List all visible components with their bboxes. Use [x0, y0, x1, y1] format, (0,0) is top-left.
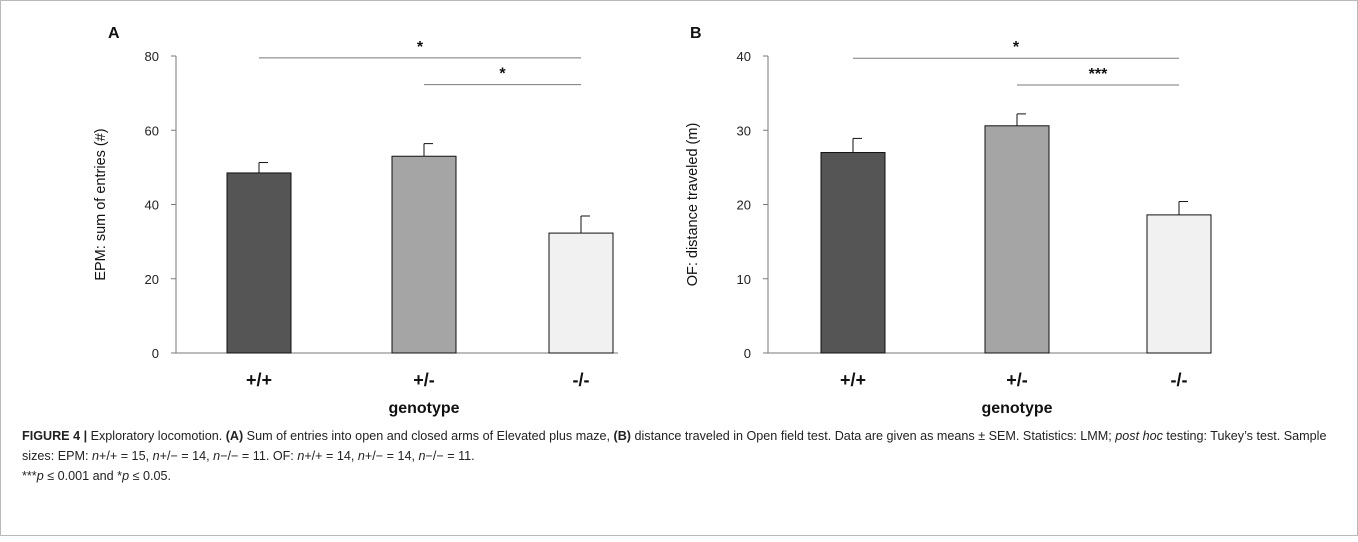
caption-title: Exploratory locomotion. [87, 429, 226, 443]
caption-sig-3: ≤ 0.05. [129, 469, 171, 483]
panel-b-x-label: genotype [981, 400, 1052, 417]
panel-a-y-tick-label: 60 [145, 123, 159, 138]
caption-posthoc-rest: testing: Tukey’s test. Sample sizes: EPM… [22, 429, 1327, 463]
caption-of-2: +/− = 14, [364, 449, 419, 463]
panel-b-y-tick-label: 30 [737, 123, 751, 138]
panel-b-significance-label: *** [1089, 66, 1108, 83]
caption-p-symbol: p [36, 469, 44, 483]
caption-panel-a-tag: (A) [225, 429, 244, 443]
panel-a-category-label: -/- [573, 370, 590, 390]
caption-label: FIGURE 4 | [22, 429, 88, 443]
caption-epm-2: +/− = 14, [159, 449, 214, 463]
panel-a-significance-label: * [499, 66, 506, 83]
caption-n-symbol: n [297, 449, 305, 463]
caption-n-symbol: n [91, 449, 99, 463]
caption-panel-b-text: distance traveled in Open field test. Da… [631, 429, 1116, 443]
caption-sig-1: *** [22, 469, 37, 483]
caption-n-symbol: n [213, 449, 221, 463]
caption-epm-1: +/+ = 15, [99, 449, 153, 463]
panel-b-bar [1146, 214, 1212, 354]
panel-b-bar [984, 125, 1050, 354]
caption-of-1: +/+ = 14, [304, 449, 358, 463]
panel-a-y-tick-label: 20 [145, 272, 159, 287]
panel-a-bar [226, 172, 292, 354]
panel-a-y-tick-label: 40 [145, 198, 159, 213]
caption-epm-3: −/− = 11. OF: [220, 449, 298, 463]
caption-panel-b-tag: (B) [613, 429, 631, 443]
panel-a-significance-label: * [417, 39, 424, 56]
caption-n-symbol: n [152, 449, 160, 463]
panel-b-bar [820, 152, 886, 354]
caption-posthoc: post hoc [1115, 429, 1163, 443]
panel-b-category-label: +/- [1006, 370, 1028, 390]
panel-b-significance-label: * [1013, 39, 1020, 56]
caption-p-symbol: p [122, 469, 130, 483]
panel-b-y-tick-label: 0 [744, 346, 751, 361]
chart-svg: A 0 20 40 60 80 EPM: sum of entries (#) +/+ +/- -… [93, 25, 1212, 417]
caption-of-3: −/− = 11. [425, 449, 475, 463]
panel-b-y-tick-label: 20 [737, 198, 751, 213]
panel-a-y-label: EPM: sum of entries (#) [93, 128, 109, 280]
panel-a-category-label: +/- [413, 370, 435, 390]
panel-a-category-label: +/+ [246, 370, 272, 390]
panel-b-tag: B [690, 25, 702, 42]
caption-n-symbol: n [418, 449, 426, 463]
panel-b-y-tick-label: 40 [737, 49, 751, 64]
panel-b-y-label: OF: distance traveled (m) [685, 123, 701, 287]
panel-a-y-tick-label: 0 [152, 346, 159, 361]
figure-caption: FIGURE 4 | Exploratory locomotion. (A) S… [22, 426, 1340, 486]
panel-b-category-label: -/- [1171, 370, 1188, 390]
panel-a-y-tick-label: 80 [145, 49, 159, 64]
panel-a-bar [391, 155, 457, 354]
panel-b-y-tick-label: 10 [737, 272, 751, 287]
caption-n-symbol: n [357, 449, 365, 463]
panel-a-bar [548, 232, 614, 354]
panel-a-tag: A [108, 25, 120, 42]
panel-b-category-label: +/+ [840, 370, 866, 390]
caption-sig-2: ≤ 0.001 and * [43, 469, 123, 483]
caption-panel-a-text: Sum of entries into open and closed arms… [243, 429, 614, 443]
panel-a-x-label: genotype [388, 400, 459, 417]
